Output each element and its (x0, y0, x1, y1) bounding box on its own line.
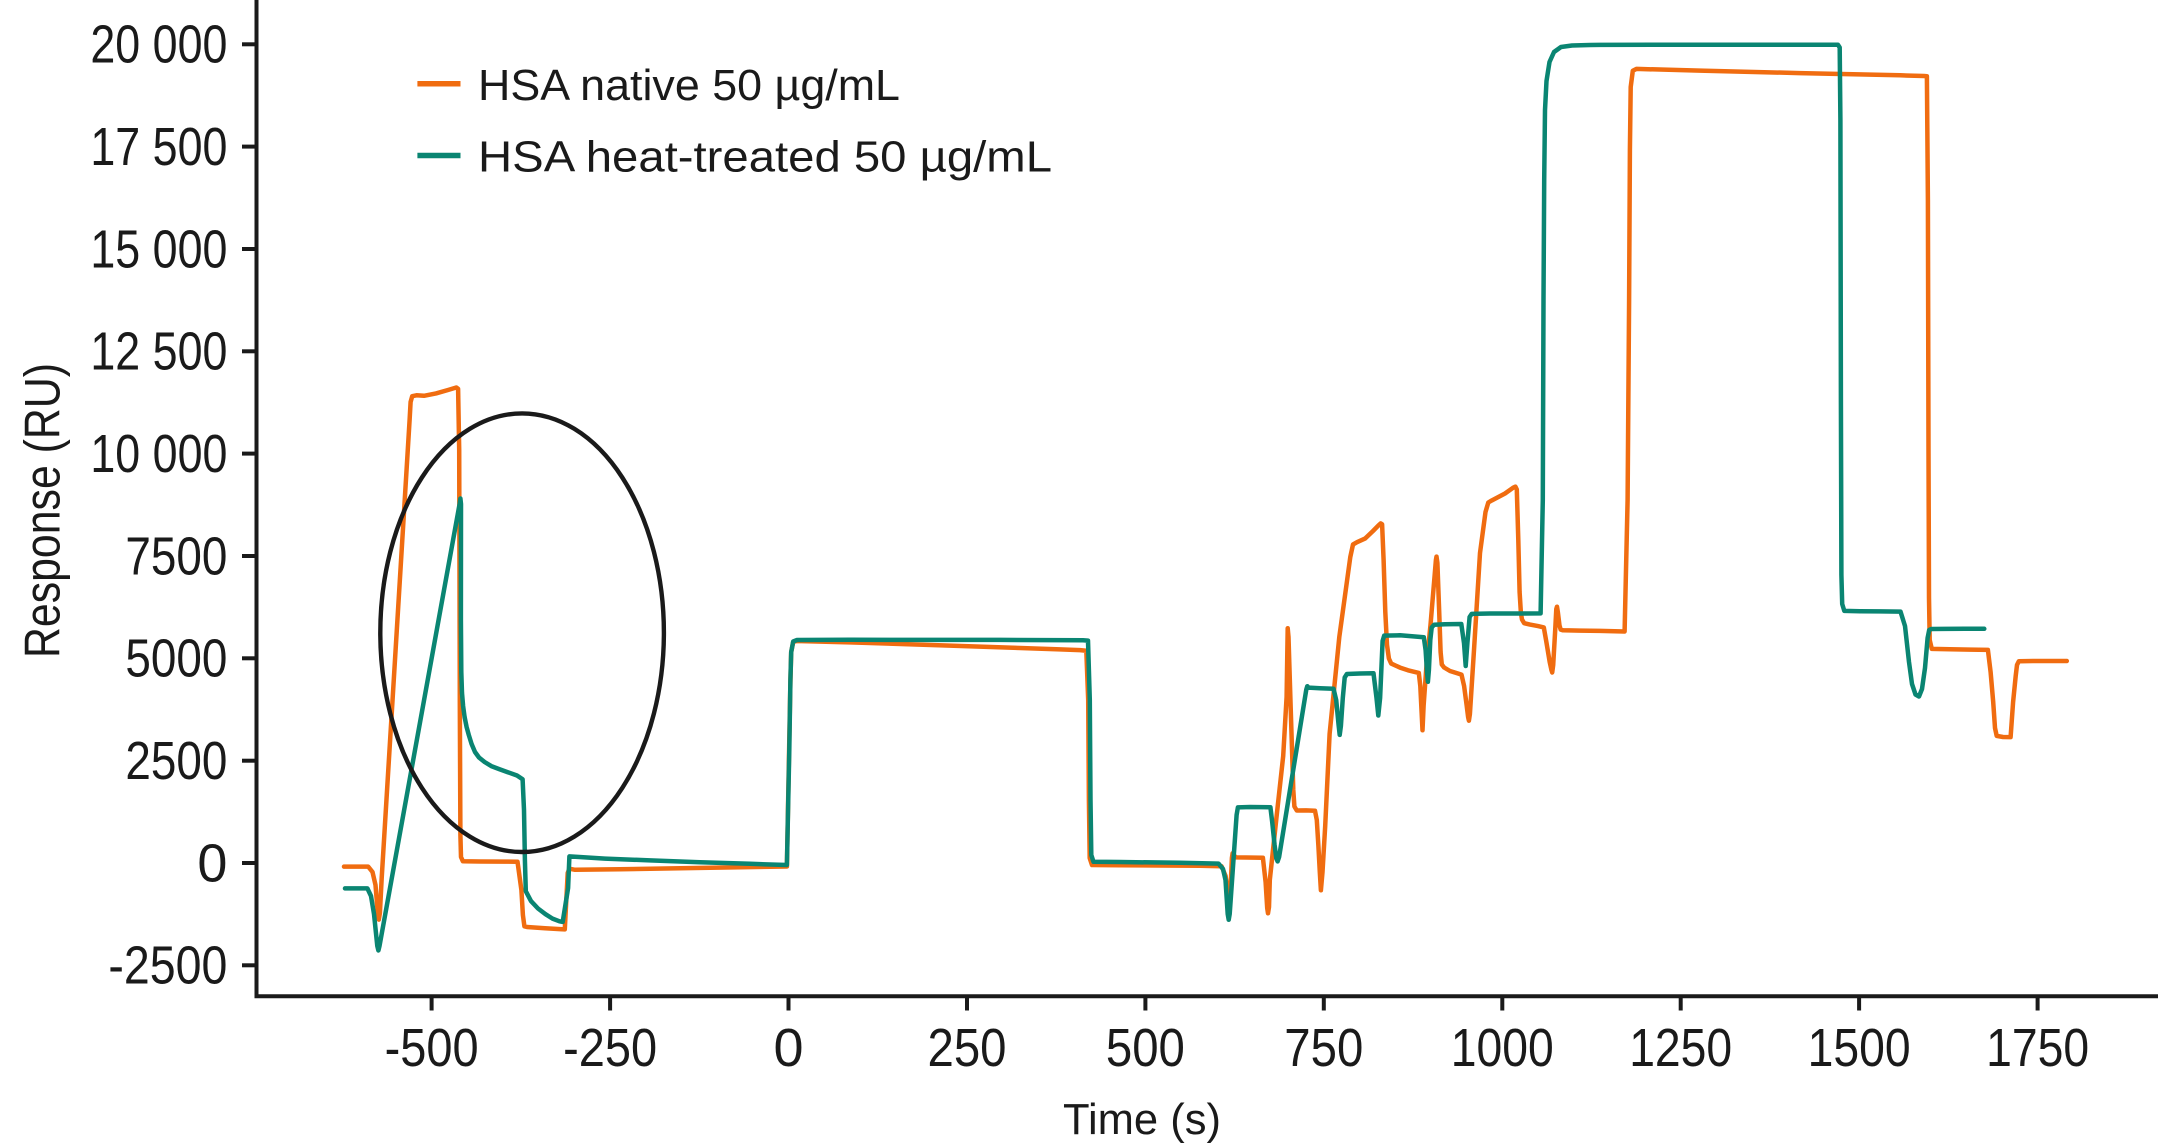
svg-text:250: 250 (928, 1018, 1007, 1078)
svg-text:HSA native 50 µg/mL: HSA native 50 µg/mL (478, 61, 900, 110)
svg-text:17 500: 17 500 (90, 117, 227, 177)
svg-text:15 000: 15 000 (90, 219, 227, 279)
svg-text:-250: -250 (563, 1018, 657, 1078)
svg-text:HSA heat-treated 50 µg/mL: HSA heat-treated 50 µg/mL (478, 133, 1052, 182)
svg-text:-2500: -2500 (108, 936, 227, 996)
svg-text:0: 0 (197, 833, 227, 893)
svg-text:12 500: 12 500 (90, 322, 227, 382)
svg-text:-500: -500 (385, 1018, 479, 1078)
svg-text:0: 0 (773, 1018, 803, 1078)
svg-text:Response (RU): Response (RU) (15, 363, 71, 658)
svg-text:5000: 5000 (125, 629, 227, 689)
svg-text:500: 500 (1106, 1018, 1185, 1078)
svg-text:1250: 1250 (1629, 1018, 1732, 1078)
svg-text:750: 750 (1284, 1018, 1363, 1078)
svg-text:Time (s): Time (s) (1063, 1095, 1221, 1144)
svg-text:2500: 2500 (125, 731, 227, 791)
svg-text:1000: 1000 (1451, 1018, 1554, 1078)
svg-text:7500: 7500 (125, 526, 227, 586)
svg-text:1750: 1750 (1986, 1018, 2089, 1078)
svg-text:10 000: 10 000 (90, 424, 227, 484)
svg-text:1500: 1500 (1808, 1018, 1911, 1078)
svg-text:20 000: 20 000 (90, 15, 227, 75)
